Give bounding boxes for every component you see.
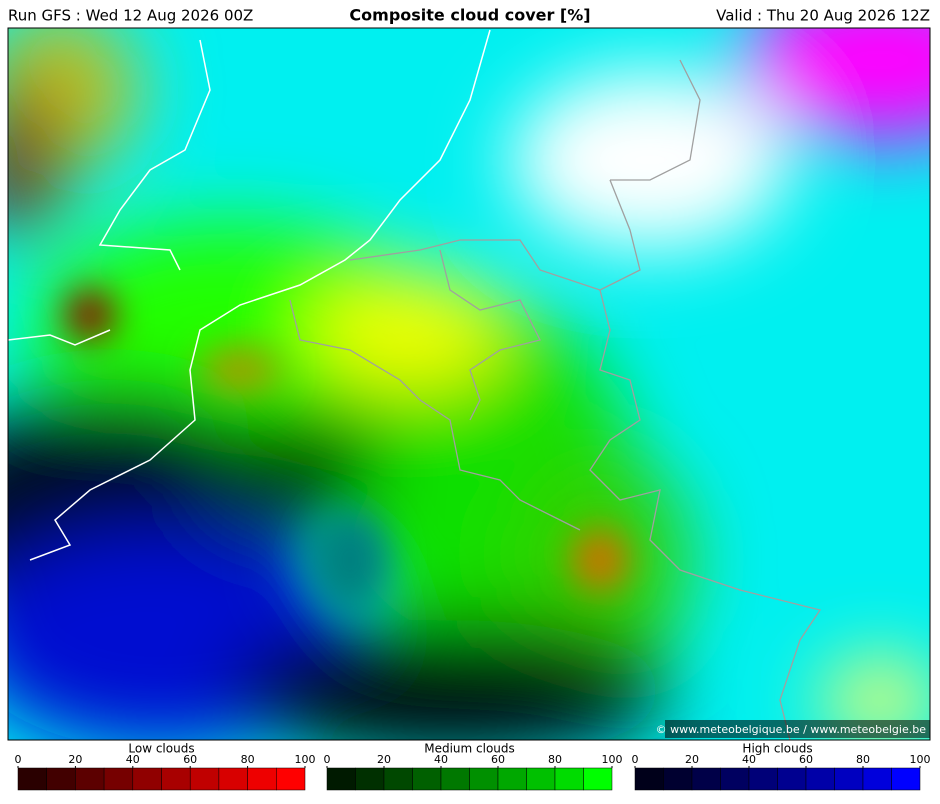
legend-swatch bbox=[469, 767, 499, 791]
legend-tick-label: 100 bbox=[295, 753, 316, 766]
legend-swatch bbox=[412, 767, 442, 791]
legend-swatch bbox=[75, 767, 105, 791]
legend-swatch bbox=[355, 767, 385, 791]
legend-swatch bbox=[720, 767, 750, 791]
run-info: Run GFS : Wed 12 Aug 2026 00Z bbox=[8, 7, 253, 25]
valid-info: Valid : Thu 20 Aug 2026 12Z bbox=[716, 7, 930, 25]
map-area: © www.meteobelgique.be / www.meteobelgie… bbox=[8, 28, 930, 740]
legend-tick-label: 40 bbox=[742, 753, 756, 766]
legend-swatch bbox=[161, 767, 191, 791]
legend-title: Medium clouds bbox=[424, 742, 515, 756]
legend-swatch bbox=[862, 767, 892, 791]
legend-tick-label: 40 bbox=[126, 753, 140, 766]
legend-swatch bbox=[440, 767, 470, 791]
legend-swatch bbox=[691, 767, 721, 791]
legend-swatch bbox=[189, 767, 220, 791]
legends: Low clouds 0 20 40 60 80 100 Medium clouds 0 20 40… bbox=[15, 742, 931, 791]
legend-swatch bbox=[526, 767, 556, 791]
legend-tick-label: 40 bbox=[434, 753, 448, 766]
legend-tick-label: 80 bbox=[856, 753, 870, 766]
legend-tick-label: 60 bbox=[183, 753, 197, 766]
legend-swatch bbox=[326, 767, 356, 791]
legend-tick-label: 80 bbox=[548, 753, 562, 766]
legend-tick-label: 20 bbox=[685, 753, 699, 766]
legend-swatch bbox=[805, 767, 835, 791]
legend-tick-label: 0 bbox=[324, 753, 331, 766]
legend-title: Low clouds bbox=[128, 742, 194, 756]
legend-tick-label: 0 bbox=[15, 753, 22, 766]
legend-tick-label: 100 bbox=[602, 753, 623, 766]
legend-swatch bbox=[218, 767, 248, 791]
legend-tick-label: 60 bbox=[491, 753, 505, 766]
legend-swatch bbox=[103, 767, 134, 791]
legend-swatch bbox=[663, 767, 693, 791]
legend-tick-label: 20 bbox=[377, 753, 391, 766]
legend-tick-label: 0 bbox=[632, 753, 639, 766]
legend-swatch bbox=[132, 767, 162, 791]
legend-swatch bbox=[834, 767, 864, 791]
legend-swatch bbox=[383, 767, 413, 791]
legend-swatch bbox=[891, 767, 921, 791]
legend-swatch bbox=[554, 767, 584, 791]
legend-swatch bbox=[777, 767, 807, 791]
legend-tick-label: 80 bbox=[241, 753, 255, 766]
map-title: Composite cloud cover [%] bbox=[349, 6, 590, 25]
legend-swatch bbox=[583, 767, 613, 791]
legend-tick-label: 60 bbox=[799, 753, 813, 766]
legend-tick-label: 20 bbox=[68, 753, 82, 766]
credit: © www.meteobelgique.be / www.meteobelgie… bbox=[656, 723, 927, 736]
legend-swatch bbox=[276, 767, 306, 791]
legend-swatch bbox=[748, 767, 778, 791]
legend-swatch bbox=[634, 767, 664, 791]
legend-title: High clouds bbox=[742, 742, 812, 756]
legend-tick-label: 100 bbox=[910, 753, 931, 766]
legend-swatch bbox=[17, 767, 47, 791]
legend-swatch bbox=[46, 767, 76, 791]
legend-swatch bbox=[247, 767, 277, 791]
legend-swatch bbox=[497, 767, 527, 791]
